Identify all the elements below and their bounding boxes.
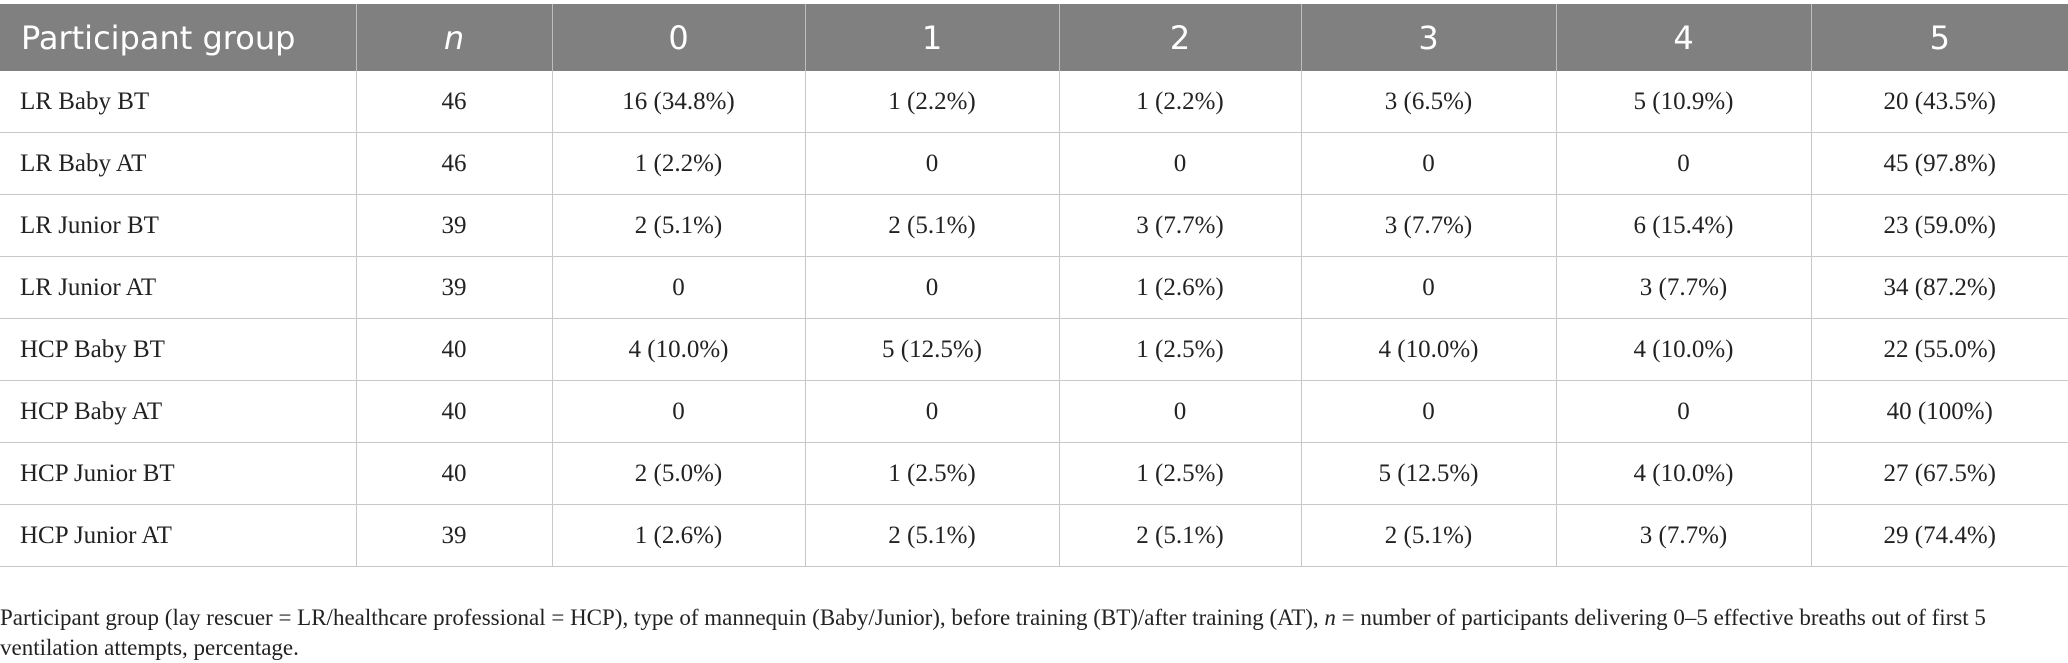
table-row: HCP Baby BT 40 4 (10.0%) 5 (12.5%) 1 (2.5%) 4…: [0, 318, 2068, 381]
header-breaths-1: 1: [805, 4, 1060, 71]
cell-breaths-3: 0: [1301, 380, 1557, 443]
header-n: n: [356, 4, 553, 71]
cell-breaths-0: 1 (2.6%): [552, 504, 806, 567]
cell-breaths-3: 0: [1301, 256, 1557, 319]
cell-n: 39: [356, 504, 553, 567]
cell-breaths-0: 0: [552, 256, 806, 319]
cell-breaths-4: 3 (7.7%): [1556, 504, 1812, 567]
cell-breaths-1: 0: [805, 132, 1060, 195]
footnote-n-symbol: n: [1324, 605, 1336, 630]
cell-participant-group: LR Baby AT: [0, 132, 357, 195]
cell-breaths-2: 2 (5.1%): [1059, 504, 1302, 567]
table-row: LR Baby AT 46 1 (2.2%) 0 0 0 0 45 (97.8%): [0, 132, 2068, 195]
cell-breaths-0: 2 (5.1%): [552, 194, 806, 257]
cell-breaths-3: 5 (12.5%): [1301, 442, 1557, 505]
cell-breaths-4: 3 (7.7%): [1556, 256, 1812, 319]
cell-breaths-4: 6 (15.4%): [1556, 194, 1812, 257]
cell-breaths-0: 2 (5.0%): [552, 442, 806, 505]
cell-breaths-0: 16 (34.8%): [552, 71, 806, 133]
header-breaths-2: 2: [1059, 4, 1302, 71]
cell-breaths-2: 1 (2.5%): [1059, 318, 1302, 381]
cell-breaths-5: 27 (67.5%): [1811, 442, 2068, 505]
results-table-container: Participant group n 0 1 2 3 4 5 LR Baby …: [0, 4, 2068, 567]
cell-participant-group: LR Baby BT: [0, 71, 357, 133]
cell-breaths-1: 2 (5.1%): [805, 504, 1060, 567]
cell-breaths-5: 23 (59.0%): [1811, 194, 2068, 257]
cell-n: 40: [356, 318, 553, 381]
cell-breaths-5: 34 (87.2%): [1811, 256, 2068, 319]
cell-breaths-2: 1 (2.2%): [1059, 71, 1302, 133]
cell-breaths-4: 0: [1556, 380, 1812, 443]
header-breaths-3: 3: [1301, 4, 1557, 71]
cell-breaths-4: 4 (10.0%): [1556, 318, 1812, 381]
cell-participant-group: LR Junior BT: [0, 194, 357, 257]
cell-breaths-0: 4 (10.0%): [552, 318, 806, 381]
cell-participant-group: HCP Baby BT: [0, 318, 357, 381]
cell-n: 40: [356, 380, 553, 443]
table-row: HCP Junior BT 40 2 (5.0%) 1 (2.5%) 1 (2.5%) 5…: [0, 442, 2068, 505]
cell-breaths-2: 0: [1059, 132, 1302, 195]
cell-breaths-1: 1 (2.2%): [805, 71, 1060, 133]
cell-breaths-5: 29 (74.4%): [1811, 504, 2068, 567]
cell-n: 39: [356, 256, 553, 319]
cell-breaths-3: 3 (6.5%): [1301, 71, 1557, 133]
cell-breaths-5: 40 (100%): [1811, 380, 2068, 443]
table-row: HCP Baby AT 40 0 0 0 0 0 40 (100%): [0, 380, 2068, 443]
header-breaths-0: 0: [552, 4, 806, 71]
cell-breaths-3: 2 (5.1%): [1301, 504, 1557, 567]
cell-breaths-4: 5 (10.9%): [1556, 71, 1812, 133]
cell-breaths-1: 0: [805, 380, 1060, 443]
cell-n: 46: [356, 132, 553, 195]
cell-breaths-4: 4 (10.0%): [1556, 442, 1812, 505]
cell-breaths-5: 22 (55.0%): [1811, 318, 2068, 381]
cell-n: 39: [356, 194, 553, 257]
table-row: LR Junior BT 39 2 (5.1%) 2 (5.1%) 3 (7.7%) 3 …: [0, 194, 2068, 257]
cell-breaths-0: 1 (2.2%): [552, 132, 806, 195]
cell-breaths-5: 45 (97.8%): [1811, 132, 2068, 195]
cell-breaths-1: 5 (12.5%): [805, 318, 1060, 381]
cell-breaths-1: 0: [805, 256, 1060, 319]
footnote-part-2: = number of participants delivering 0–5 …: [0, 605, 1986, 660]
cell-n: 46: [356, 71, 553, 133]
cell-participant-group: HCP Junior BT: [0, 442, 357, 505]
table-row: LR Baby BT 46 16 (34.8%) 1 (2.2%) 1 (2.2%) 3 …: [0, 71, 2068, 133]
cell-breaths-3: 4 (10.0%): [1301, 318, 1557, 381]
cell-breaths-3: 0: [1301, 132, 1557, 195]
header-participant-group: Participant group: [0, 4, 357, 71]
cell-breaths-2: 1 (2.6%): [1059, 256, 1302, 319]
table-header: Participant group n 0 1 2 3 4 5: [0, 4, 2068, 71]
cell-breaths-2: 0: [1059, 380, 1302, 443]
cell-participant-group: HCP Junior AT: [0, 504, 357, 567]
header-row: Participant group n 0 1 2 3 4 5: [0, 4, 2068, 71]
cell-breaths-1: 1 (2.5%): [805, 442, 1060, 505]
footnote-part-1: Participant group (lay rescuer = LR/heal…: [0, 605, 1325, 630]
header-breaths-5: 5: [1811, 4, 2068, 71]
cell-breaths-2: 3 (7.7%): [1059, 194, 1302, 257]
cell-participant-group: LR Junior AT: [0, 256, 357, 319]
table-row: HCP Junior AT 39 1 (2.6%) 2 (5.1%) 2 (5.1%) 2…: [0, 504, 2068, 567]
cell-breaths-1: 2 (5.1%): [805, 194, 1060, 257]
cell-n: 40: [356, 442, 553, 505]
table-row: LR Junior AT 39 0 0 1 (2.6%) 0 3 (7.7%) 34 (87.…: [0, 256, 2068, 319]
cell-breaths-0: 0: [552, 380, 806, 443]
results-table: Participant group n 0 1 2 3 4 5 LR Baby …: [0, 4, 2068, 567]
cell-participant-group: HCP Baby AT: [0, 380, 357, 443]
header-breaths-4: 4: [1556, 4, 1812, 71]
cell-breaths-3: 3 (7.7%): [1301, 194, 1557, 257]
cell-breaths-2: 1 (2.5%): [1059, 442, 1302, 505]
cell-breaths-4: 0: [1556, 132, 1812, 195]
cell-breaths-5: 20 (43.5%): [1811, 71, 2068, 133]
table-footnote: Participant group (lay rescuer = LR/heal…: [0, 603, 2010, 663]
table-body: LR Baby BT 46 16 (34.8%) 1 (2.2%) 1 (2.2%) 3 …: [0, 71, 2068, 567]
